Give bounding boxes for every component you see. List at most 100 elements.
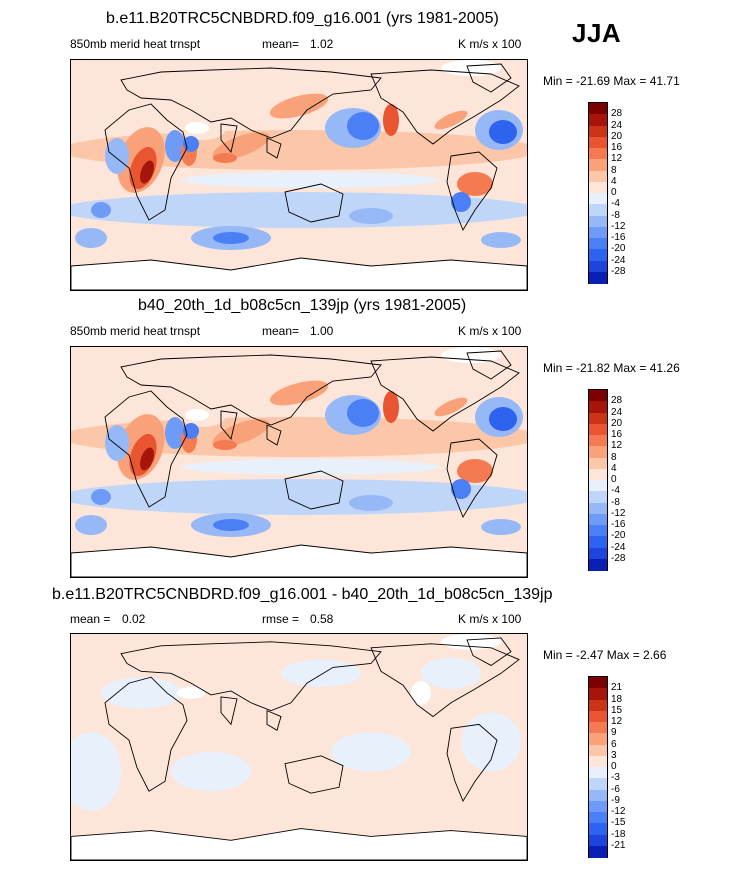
coastline <box>220 410 238 440</box>
colorbar-box <box>589 710 607 723</box>
contour-region <box>481 519 521 535</box>
colorbar-tick-label: -28 <box>611 265 626 277</box>
contour-region <box>347 399 379 427</box>
panel3-colorbar: 21 18 15 12 9 6 3 0 -3 -6 -9 -12 -15 -18 -21 <box>588 676 625 858</box>
colorbar-box <box>589 136 607 149</box>
contour-region <box>140 447 154 471</box>
coastline <box>266 137 282 159</box>
contour-region <box>212 132 270 160</box>
panel2-field-label: 850mb merid heat trnspt <box>70 324 201 338</box>
panel3-rmse-label: rmse = <box>262 612 300 626</box>
colorbar-tick-label: 16 <box>611 142 623 153</box>
colorbar-tick-label: 15 <box>611 704 623 716</box>
colorbar-box <box>589 480 607 492</box>
coastline <box>120 641 382 712</box>
contour-region <box>451 192 471 212</box>
colorbar-box <box>589 468 607 481</box>
contour-region <box>269 380 329 406</box>
coastline <box>71 257 527 290</box>
coastline <box>446 151 498 232</box>
colorbar-box <box>589 457 607 470</box>
contour-region <box>213 440 237 450</box>
contour-region <box>434 110 468 130</box>
colorbar-box <box>589 435 607 447</box>
coastline <box>220 123 238 153</box>
coastline <box>446 438 498 519</box>
colorbar-box <box>589 823 607 835</box>
colorbar-tick-label: -9 <box>611 794 620 806</box>
colorbar-box <box>589 390 607 402</box>
colorbar-box <box>589 525 607 537</box>
colorbar-tick-label: 28 <box>611 108 623 120</box>
contour-region <box>349 208 393 224</box>
colorbar-box <box>589 114 607 126</box>
coastline <box>284 470 344 510</box>
colorbar-box <box>589 547 607 560</box>
colorbar-box <box>589 800 607 813</box>
colorbar-box <box>589 513 607 526</box>
colorbar-tick-label: 12 <box>611 153 623 165</box>
colorbar-tick-label: 0 <box>611 761 617 772</box>
colorbar-tick-label: -3 <box>611 772 620 784</box>
colorbar-tick-label: -28 <box>611 552 626 564</box>
panel1-map <box>70 59 528 291</box>
contour-region <box>71 479 527 515</box>
map-svg <box>71 634 527 860</box>
colorbar-tick-label: 21 <box>611 682 623 694</box>
colorbar-box <box>589 260 607 273</box>
colorbar-box <box>589 688 607 700</box>
contour-region <box>349 495 393 511</box>
contour-region <box>140 160 154 184</box>
contour-region <box>185 409 209 421</box>
coastline <box>120 354 382 426</box>
contour-region <box>269 93 329 119</box>
coastline <box>104 390 188 508</box>
contour-region <box>165 417 185 449</box>
colorbar-box <box>589 103 607 115</box>
colorbar-box <box>589 845 607 858</box>
contour-region <box>213 232 249 244</box>
coastline <box>71 544 527 577</box>
panel1-field-label: 850mb merid heat trnspt <box>70 37 201 51</box>
contour-region <box>213 519 249 531</box>
colorbar-box <box>589 767 607 779</box>
panel2-minmax: Min = -21.82 Max = 41.26 <box>543 361 680 375</box>
colorbar-box <box>589 271 607 284</box>
contour-region <box>183 136 199 152</box>
contour-region <box>105 138 129 174</box>
colorbar-box <box>589 204 607 216</box>
colorbar-tick-label: 6 <box>611 738 617 750</box>
contour-region <box>421 657 481 690</box>
contour-region <box>441 60 501 76</box>
contour-region <box>331 732 411 772</box>
coastline <box>466 637 512 666</box>
colorbar-box <box>589 401 607 413</box>
colorbar-box <box>589 215 607 228</box>
colorbar-box <box>589 193 607 205</box>
colorbar-box <box>589 446 607 458</box>
colorbar-tick-label: -20 <box>611 243 626 255</box>
colorbar-box <box>589 412 607 425</box>
colorbar-tick-label: 4 <box>611 175 617 187</box>
colorbar-tick-label: -12 <box>611 806 626 817</box>
contour-region <box>212 419 270 447</box>
colorbar-tick-label: 8 <box>611 164 617 176</box>
contour-region <box>105 425 129 461</box>
colorbar-tick-label: -15 <box>611 817 626 829</box>
panel1-title: b.e11.B20TRC5CNBDRD.f09_g16.001 (yrs 198… <box>106 10 499 27</box>
colorbar-tick-label: -4 <box>611 198 620 210</box>
colorbar-tick-label: 0 <box>611 474 617 485</box>
colorbar-tick-label: -8 <box>611 209 620 221</box>
panel1-units: K m/s x 100 <box>458 37 522 51</box>
contour-region <box>451 479 471 499</box>
colorbar-tick-label: -12 <box>611 220 626 232</box>
colorbar-tick-label: -16 <box>611 519 626 530</box>
colorbar-tick-label: 18 <box>611 693 623 705</box>
colorbar-box <box>589 677 607 689</box>
coastline <box>104 676 188 792</box>
colorbar-box <box>589 755 607 768</box>
contour-region <box>457 172 493 196</box>
colorbar-tick-label: -16 <box>611 232 626 243</box>
panel3-minmax: Min = -2.47 Max = 2.66 <box>543 648 667 662</box>
contour-region <box>181 459 441 475</box>
